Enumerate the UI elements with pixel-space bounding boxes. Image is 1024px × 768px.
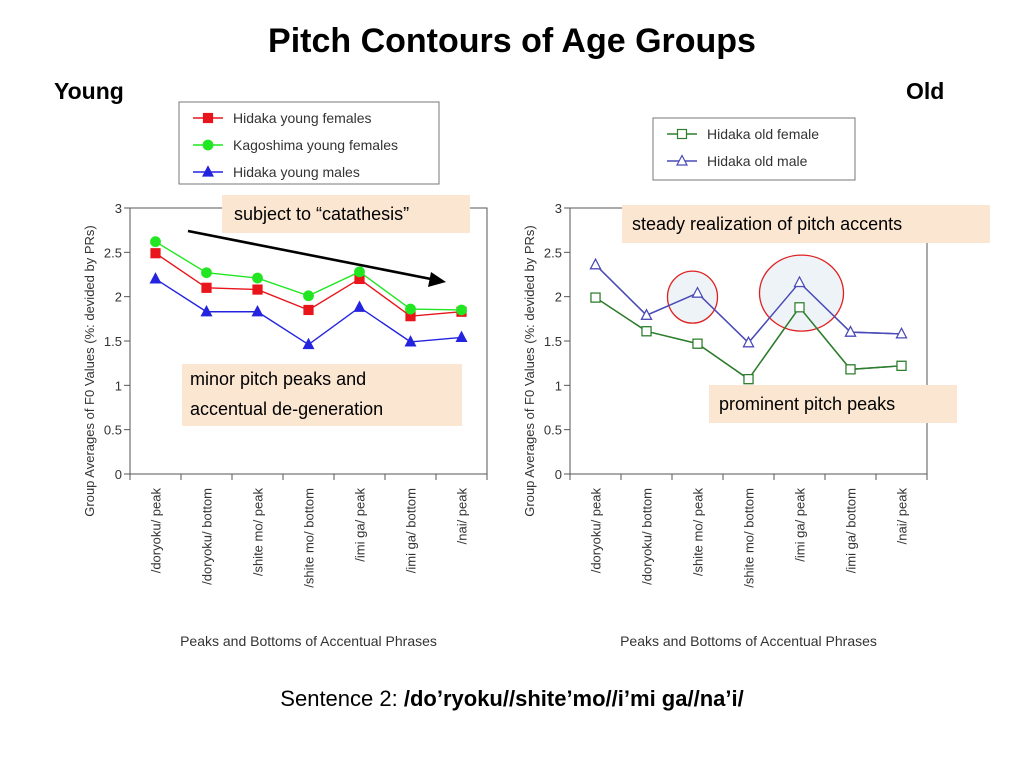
data-point — [252, 284, 263, 295]
data-point — [794, 302, 805, 313]
data-point — [149, 272, 162, 284]
data-point — [590, 292, 601, 303]
x-tick-label: /doryoku/ peak — [589, 488, 604, 574]
data-point — [793, 275, 806, 288]
minor-peaks-note-line2: accentual de-generation — [190, 399, 384, 419]
data-point — [251, 304, 264, 317]
data-point — [405, 303, 416, 315]
data-point — [303, 290, 314, 302]
highlight-circle — [758, 254, 845, 332]
data-point — [302, 337, 315, 350]
y-tick-label: 0 — [555, 467, 562, 482]
x-tick-label: /doryoku/ bottom — [640, 488, 655, 585]
x-tick-label: /imi ga/ peak — [793, 488, 808, 562]
x-tick-label: /doryoku/ bottom — [200, 488, 215, 585]
x-tick-label: /nai/ peak — [895, 488, 910, 545]
data-point — [303, 304, 314, 316]
data-point — [200, 304, 213, 317]
catathesis-note: subject to “catathesis” — [222, 195, 470, 233]
data-point — [742, 335, 755, 348]
data-point — [640, 308, 653, 320]
y-tick-label: 1.5 — [544, 334, 562, 349]
legend-marker — [202, 112, 214, 124]
legend-label: Hidaka old female — [707, 126, 819, 142]
minor-peaks-note-line1: minor pitch peaks and — [190, 369, 367, 389]
page-title: Pitch Contours of Age Groups — [268, 22, 756, 60]
x-tick-label: /imi ga/ bottom — [404, 488, 419, 573]
y-tick-label: 2 — [555, 290, 562, 305]
legend-marker — [676, 154, 688, 166]
legend-marker — [202, 165, 214, 177]
catathesis-arrow — [187, 229, 437, 282]
y-tick-label: 2.5 — [544, 245, 562, 260]
data-point — [743, 374, 754, 385]
prominent-peaks-note: prominent pitch peaks — [709, 385, 957, 423]
data-point — [201, 267, 212, 279]
y-tick-label: 1.5 — [104, 334, 122, 349]
data-point — [201, 282, 212, 293]
y-tick-label: 0.5 — [544, 423, 562, 438]
data-point — [252, 272, 263, 284]
x-tick-label: /imi ga/ bottom — [844, 488, 859, 573]
old-pitch-chart: 0 0.5 1 1.5 2 2.5 3/doryoku/ peak/doryoku/ bot… — [522, 117, 928, 649]
sentence-label: Sentence 2: — [280, 686, 398, 711]
data-point — [456, 304, 467, 316]
x-tick-label: /shite mo/ peak — [251, 488, 266, 577]
data-point — [150, 248, 161, 259]
data-point — [845, 364, 856, 375]
data-point — [354, 266, 365, 278]
data-point — [691, 286, 704, 298]
y-tick-label: 2 — [115, 290, 122, 305]
young-pitch-chart: 0 0.5 1 1.5 2 2.5 3/doryoku/ peak/doryoku/ bot… — [82, 101, 488, 649]
y-tick-label: 1 — [115, 378, 122, 393]
data-point — [692, 338, 703, 349]
young-heading: Young — [54, 78, 124, 104]
y-tick-label: 3 — [555, 201, 562, 216]
sentence-text: /do’ryoku//shite’mo//i’mi ga//na’i/ — [403, 686, 744, 711]
legend-label: Hidaka old male — [707, 153, 808, 169]
data-point — [455, 330, 468, 343]
legend-label: Hidaka young females — [233, 110, 372, 126]
data-point — [353, 300, 366, 312]
catathesis-arrowhead — [428, 272, 446, 287]
y-tick-label: 3 — [115, 201, 122, 216]
y-tick-label: 0 — [115, 467, 122, 482]
legend-marker — [202, 139, 214, 151]
y-axis-title: Group Averages of F0 Values (%: devided … — [522, 225, 537, 516]
legend-marker — [676, 128, 688, 140]
x-axis-title: Peaks and Bottoms of Accentual Phrases — [180, 633, 437, 649]
steady-realization-note: steady realization of pitch accents — [622, 205, 990, 243]
y-tick-label: 1 — [555, 378, 562, 393]
data-point — [641, 326, 652, 337]
x-tick-label: /shite mo/ bottom — [742, 488, 757, 588]
y-axis-title: Group Averages of F0 Values (%: devided … — [82, 225, 97, 516]
data-point — [589, 257, 602, 270]
x-tick-label: /shite mo/ bottom — [302, 488, 317, 588]
legend-label: Hidaka young males — [233, 164, 360, 180]
data-point — [896, 360, 907, 371]
legend-box — [178, 101, 440, 185]
x-tick-label: /imi ga/ peak — [353, 488, 368, 562]
data-point — [844, 325, 857, 337]
x-tick-label: /doryoku/ peak — [149, 488, 164, 574]
y-tick-label: 2.5 — [104, 245, 122, 260]
data-point — [150, 236, 161, 248]
x-axis-title: Peaks and Bottoms of Accentual Phrases — [620, 633, 877, 649]
minor-peaks-note: minor pitch peaks and accentual de-gener… — [182, 364, 462, 426]
y-tick-label: 0.5 — [104, 423, 122, 438]
x-tick-label: /nai/ peak — [455, 488, 470, 545]
legend-label: Kagoshima young females — [233, 137, 398, 153]
old-heading: Old — [906, 78, 945, 104]
x-tick-label: /shite mo/ peak — [691, 488, 706, 577]
sentence-caption: Sentence 2: /do’ryoku//shite’mo//i’mi ga… — [0, 686, 1024, 712]
data-point — [404, 335, 417, 347]
data-point — [895, 327, 908, 339]
legend-box — [652, 117, 856, 181]
